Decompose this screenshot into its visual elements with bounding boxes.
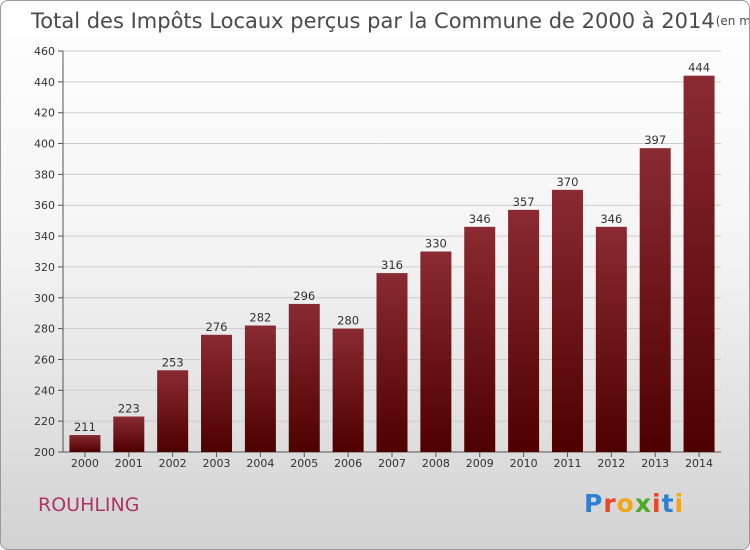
logo-letter-1: r: [603, 489, 617, 518]
y-tick-label-320: 320: [34, 261, 55, 274]
y-tick-label-280: 280: [34, 323, 55, 336]
logo-letter-2: o: [616, 489, 635, 518]
bar-2013: [639, 148, 671, 452]
data-label-2002: 253: [162, 355, 184, 369]
data-label-2004: 282: [249, 311, 271, 325]
bars: [69, 75, 715, 453]
y-tick-label-240: 240: [34, 384, 55, 397]
x-tick-label-2006: 2006: [334, 457, 362, 470]
data-label-2003: 276: [206, 320, 228, 334]
data-label-2009: 346: [469, 212, 491, 226]
x-tick-label-2001: 2001: [115, 457, 143, 470]
chart-title: Total des Impôts Locaux perçus par la Co…: [30, 9, 750, 33]
y-tick-label-440: 440: [34, 76, 55, 89]
y-tick-label-460: 460: [34, 45, 55, 58]
data-label-2013: 397: [644, 133, 666, 147]
data-label-2001: 223: [118, 402, 140, 416]
data-label-2008: 330: [425, 237, 447, 251]
x-tick-label-2011: 2011: [553, 457, 581, 470]
y-tick-label-400: 400: [34, 138, 55, 151]
y-tick-label-380: 380: [34, 168, 55, 181]
x-tick-label-2008: 2008: [422, 457, 450, 470]
y-tick-label-340: 340: [34, 230, 55, 243]
chart-title-main: Total des Impôts Locaux perçus par la Co…: [30, 9, 715, 33]
bar-2001: [113, 416, 145, 452]
proxiti-logo: Proxiti: [584, 489, 684, 518]
data-labels: 211 223 253 276 282 296 280 316 330 346 357 370 346 3…: [74, 61, 710, 434]
bar-2010: [508, 209, 540, 452]
bar-2006: [332, 328, 364, 452]
x-tick-label-2012: 2012: [597, 457, 625, 470]
x-tick-label-2013: 2013: [641, 457, 669, 470]
data-label-2010: 357: [513, 195, 535, 209]
data-label-2006: 280: [337, 314, 359, 328]
x-tick-label-2014: 2014: [685, 457, 713, 470]
bar-2004: [244, 325, 276, 452]
commune-name: ROUHLING: [38, 494, 140, 516]
y-tick-label-360: 360: [34, 199, 55, 212]
bar-2009: [464, 226, 496, 452]
axes: 200 220 240 260 280 300 320 340 360 380 400 420 440 4…: [34, 45, 721, 470]
x-tick-label-2009: 2009: [466, 457, 494, 470]
y-tick-label-300: 300: [34, 292, 55, 305]
data-label-2005: 296: [293, 289, 315, 303]
x-tick-label-2003: 2003: [203, 457, 231, 470]
bar-2002: [157, 370, 189, 452]
bar-2005: [288, 303, 320, 452]
x-tick-label-2007: 2007: [378, 457, 406, 470]
logo-letter-3: x: [634, 489, 652, 518]
y-tick-label-420: 420: [34, 107, 55, 120]
y-tick-label-220: 220: [34, 415, 55, 428]
x-tick-label-2002: 2002: [159, 457, 187, 470]
logo-letter-5: t: [661, 489, 675, 518]
bar-2000: [69, 435, 101, 452]
x-tick-label-2004: 2004: [246, 457, 274, 470]
data-label-2011: 370: [556, 175, 578, 189]
data-label-2000: 211: [74, 420, 96, 434]
y-tick-label-200: 200: [34, 446, 55, 459]
logo-letter-0: P: [584, 489, 604, 518]
data-label-2014: 444: [688, 61, 710, 75]
x-tick-label-2010: 2010: [510, 457, 538, 470]
bar-2011: [551, 189, 583, 453]
logo-letter-6: i: [674, 489, 685, 518]
logo-letter-4: i: [652, 489, 662, 518]
x-tick-label-2005: 2005: [290, 457, 318, 470]
data-label-2012: 346: [600, 212, 622, 226]
bar-2012: [595, 226, 627, 452]
x-tick-label-2000: 2000: [71, 457, 99, 470]
bar-2003: [201, 334, 233, 452]
bar-2014: [683, 75, 715, 452]
bar-2008: [420, 251, 452, 452]
y-tick-label-260: 260: [34, 353, 55, 366]
chart-subtitle: (en milliers d'€): [716, 14, 750, 28]
data-label-2007: 316: [381, 258, 403, 272]
bar-2007: [376, 273, 408, 452]
